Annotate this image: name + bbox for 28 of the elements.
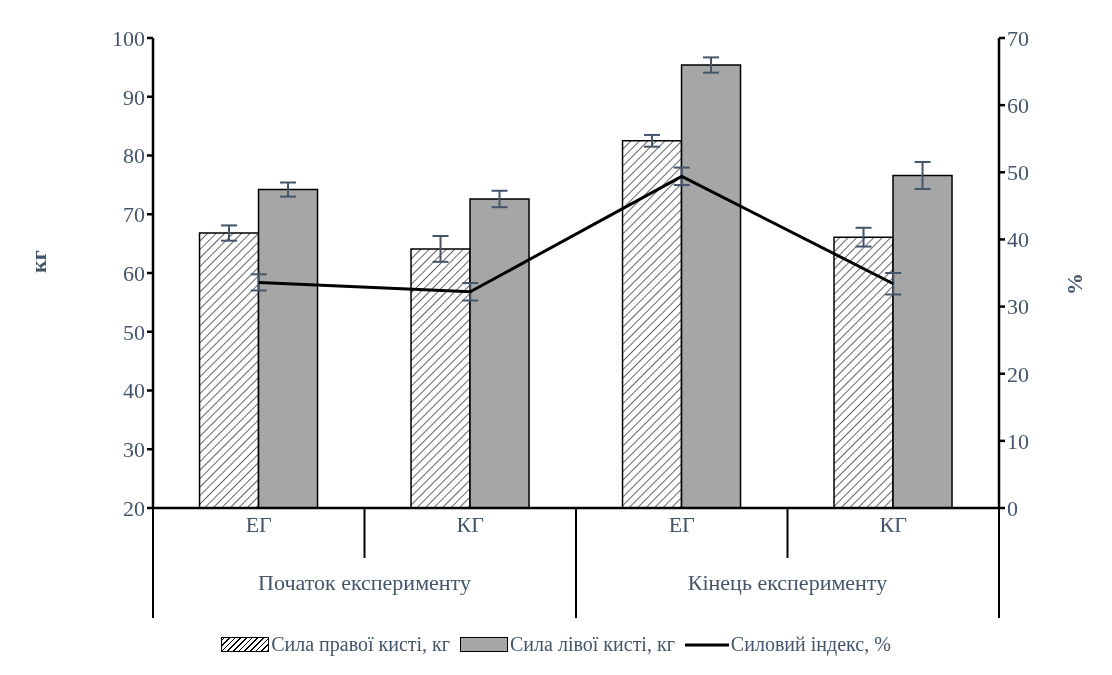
y-tick-label: 30	[123, 437, 145, 463]
x-tick-label: ЕГ	[245, 511, 273, 537]
x-tick-label: КГ	[456, 511, 485, 537]
y-tick-label: 50	[123, 319, 145, 345]
y2-tick-label: 70	[1007, 25, 1029, 51]
y2-tick-label: 0	[1007, 495, 1018, 521]
y-tick-label: 90	[123, 84, 145, 110]
y2-axis-title: %	[1061, 273, 1087, 295]
y-axis-title: кг	[25, 250, 51, 273]
text: Початок експерименту	[257, 570, 472, 596]
y-tick-label: 70	[123, 202, 145, 228]
legend-label: Силовий індекс, %	[730, 633, 891, 656]
y-tick-label: 80	[123, 143, 145, 169]
y2-tick-label: 50	[1007, 160, 1029, 186]
y2-tick-label: 20	[1007, 361, 1029, 387]
y2-tick-label: 30	[1007, 294, 1029, 320]
y2-tick-label: 40	[1007, 227, 1029, 253]
legend-label: Сила правої кисті, кг	[271, 633, 451, 656]
text: Кінець експерименту	[686, 570, 889, 596]
y-tick-label: 100	[112, 25, 145, 51]
y-tick-label: 20	[123, 495, 145, 521]
y2-tick-label: 10	[1007, 428, 1029, 454]
x-tick-label: ЕГ	[668, 511, 696, 537]
x-tick-label: КГ	[879, 511, 908, 537]
y2-tick-label: 60	[1007, 92, 1029, 118]
legend-label: Сила лівої кисті, кг	[510, 633, 675, 656]
y-tick-label: 40	[123, 378, 145, 404]
y-tick-label: 60	[123, 260, 145, 286]
